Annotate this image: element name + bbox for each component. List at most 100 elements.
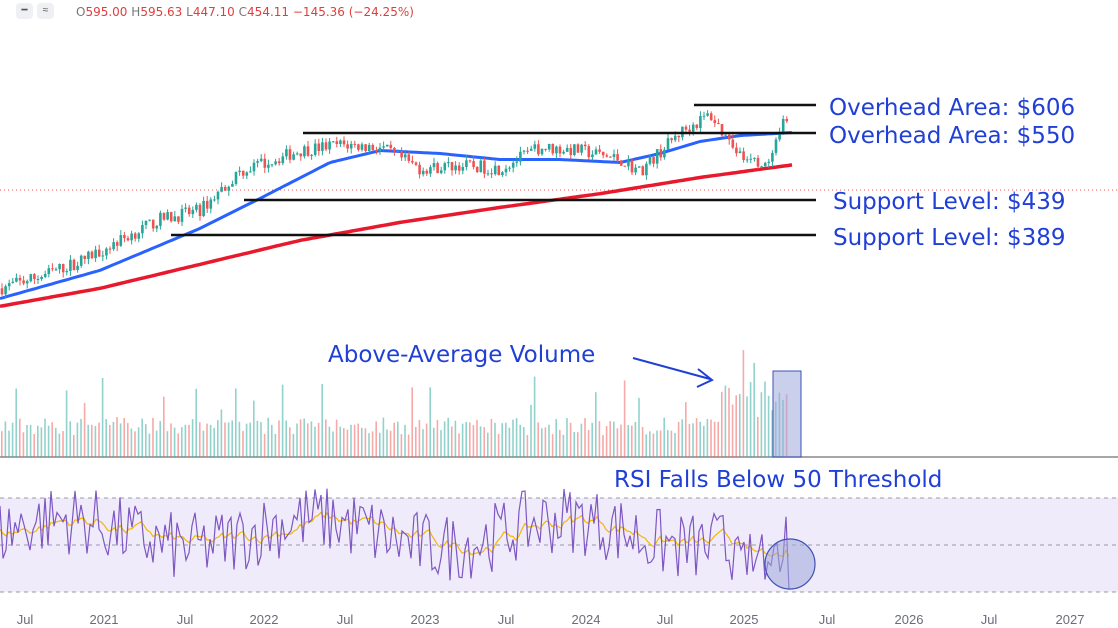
volume-bar (177, 433, 179, 457)
candle-body (591, 154, 594, 158)
volume-bar (404, 424, 406, 457)
volume-bar (62, 431, 64, 457)
candle-body (191, 209, 195, 215)
candle-body (695, 124, 699, 128)
volume-bar (368, 433, 370, 457)
rsi-band (0, 498, 1118, 592)
rsi-threshold-label: RSI Falls Below 50 Threshold (614, 467, 942, 493)
candle-body (418, 164, 421, 175)
volume-bar (105, 419, 107, 457)
volume-bar (634, 421, 637, 457)
volume-bar (325, 419, 327, 457)
candle-body (105, 248, 108, 256)
candle-body (252, 162, 256, 172)
candle-body (4, 286, 7, 295)
low-value: 447.10 (192, 5, 235, 19)
wave-icon[interactable]: ≈ (37, 3, 54, 19)
volume-bar (505, 422, 507, 457)
candle-body (706, 113, 709, 116)
candle-body (353, 143, 357, 145)
candle-body (504, 168, 508, 173)
volume-bar (209, 424, 212, 457)
candle-body (36, 278, 40, 280)
volume-bar (490, 418, 493, 457)
volume-bar (418, 419, 421, 457)
volume-bar (674, 432, 676, 457)
volume-bar (767, 395, 770, 457)
candle-body (407, 154, 411, 161)
candle-body (227, 186, 231, 191)
candle-body (51, 268, 54, 270)
candle-body (598, 149, 601, 152)
candle-body (486, 173, 490, 175)
volume-bar (328, 426, 331, 457)
candle-body (699, 116, 702, 128)
volume-bar (433, 427, 435, 457)
volume-bar (141, 418, 143, 457)
volume-bar (357, 423, 359, 457)
x-tick-label: 2026 (895, 612, 924, 627)
volume-bar (289, 427, 291, 457)
candle-body (123, 235, 126, 239)
candle-body (436, 163, 439, 174)
candle-body (396, 151, 400, 153)
candle-body (605, 155, 609, 157)
volume-bar (728, 387, 730, 457)
volume-bar (173, 427, 176, 457)
volume-bar (166, 431, 169, 457)
candle-body (130, 233, 133, 241)
volume-bar (469, 422, 471, 457)
candle-body (717, 123, 720, 125)
x-axis: Jul 2021 Jul 2022 Jul 2023 Jul 2024 Jul 2025 Jul 20… (17, 612, 1085, 627)
candle-body (576, 144, 580, 153)
candle-body (360, 144, 364, 150)
volume-bar (69, 421, 71, 457)
candle-body (223, 187, 227, 191)
volume-bar (487, 432, 489, 457)
candle-body (526, 150, 529, 152)
volume-bar (429, 387, 431, 457)
volume-bar (65, 390, 68, 457)
candle-body (753, 157, 756, 159)
candle-body (634, 167, 637, 173)
candle-body (641, 166, 645, 176)
x-tick-label: 2021 (90, 612, 119, 627)
candle-body (670, 138, 673, 141)
candle-body (61, 264, 65, 273)
volume-bar (285, 420, 287, 457)
candle-body (490, 173, 493, 175)
candle-body (346, 144, 349, 149)
candle-body (321, 142, 324, 151)
volume-bar (623, 380, 626, 457)
volume-bar (569, 422, 572, 457)
volume-bar (541, 428, 543, 457)
candle-body (537, 144, 540, 155)
volume-bar (454, 420, 457, 457)
volume-bar (188, 424, 190, 457)
volume-bar (382, 417, 385, 457)
candle-body (529, 148, 533, 151)
volume-bar (361, 427, 363, 457)
volume-bar (134, 431, 136, 457)
volume-bar (260, 422, 262, 457)
minus-icon[interactable]: ━ (16, 3, 33, 19)
volume-bar (443, 421, 446, 457)
x-tick-label: Jul (337, 612, 354, 627)
volume-bar (577, 432, 579, 457)
candle-body (673, 135, 677, 141)
candle-body (209, 199, 213, 209)
candle-body (760, 166, 763, 168)
candle-body (421, 170, 425, 175)
candle-body (493, 165, 497, 175)
volume-bar (364, 428, 367, 457)
volume-bar (609, 421, 611, 457)
x-tick-label: Jul (657, 612, 674, 627)
volume-bar (681, 419, 683, 457)
candle-body (573, 144, 576, 156)
candle-body (90, 251, 94, 259)
candle-body (270, 164, 274, 166)
candle-body (238, 170, 241, 173)
candle-body (357, 144, 360, 150)
volume-bar (170, 423, 172, 457)
